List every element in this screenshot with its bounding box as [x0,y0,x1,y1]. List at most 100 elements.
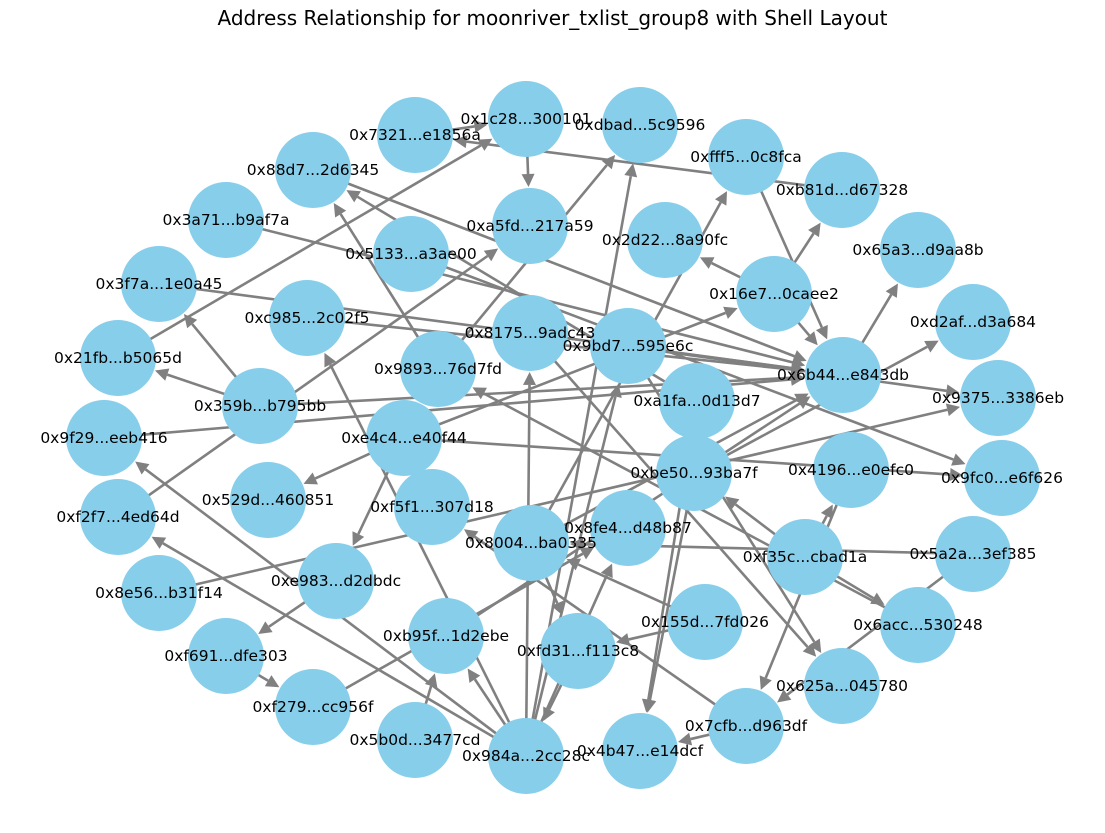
arrowhead [352,531,365,546]
node-label: 0xe983...d2dbdc [271,572,401,590]
node-label: 0xdbad...5c9596 [575,116,706,134]
node-label: 0xbe50...93ba7f [630,464,758,482]
edge-line [524,396,617,757]
arrowhead [677,732,693,746]
arrowhead [333,203,347,218]
graph-node [275,132,351,208]
node-label: 0x21fb...b5065d [54,349,182,367]
graph-node [590,308,666,384]
node-label: 0xd2af...d3a684 [910,313,1036,331]
graph-node [488,81,564,157]
graph-node [66,400,142,476]
graph-node [373,216,449,292]
node-label: 0x1c28...300101 [460,110,591,128]
arrowhead [543,706,555,722]
graph-node [408,598,484,674]
node-label: 0xb81d...d67328 [776,181,908,199]
node-label: 0x6acc...530248 [853,616,982,634]
graph-node [708,119,784,195]
node-label: 0x9bd7...595e6c [563,337,694,355]
graph-node [377,702,453,778]
arrowhead [151,536,167,549]
arrowhead [154,368,170,381]
node-label: 0x155d...7fd026 [641,613,769,631]
arrowhead [808,222,821,238]
graph-node [540,613,616,689]
graph-node [602,87,678,163]
arrowhead [303,472,319,485]
arrowhead [521,173,535,188]
node-label: 0x9893...76d7fd [374,360,502,378]
arrowhead [808,638,822,653]
edge [403,306,738,440]
node-label: 0xa5fd...217a59 [466,217,593,235]
edge-line [312,168,795,358]
graph-title: Address Relationship for moonriver_txlis… [217,6,888,30]
node-label: 0xf279...cc956f [253,698,374,716]
edge-line [403,311,727,440]
arrowhead [453,135,468,149]
graph-node [394,469,470,545]
edge [693,340,939,475]
arrowhead [870,592,885,605]
node-label: 0x4196...e0efc0 [788,461,914,479]
edge-line [329,363,528,757]
arrowhead [641,698,655,713]
graph-node [269,280,345,356]
node-label: 0x88d7...2d6345 [247,161,379,179]
edge [524,383,622,757]
arrowhead [924,340,939,353]
node-label: 0xf5f1...307d18 [370,498,494,516]
edge-line [117,254,489,519]
arrowhead [815,324,828,340]
arrowhead [885,283,898,298]
node-label: 0xfff5...0c8fca [690,148,802,166]
graph-node [656,435,732,511]
arrowhead [820,504,833,520]
graph-node [80,320,156,396]
node-label: 0x2d22...8a90fc [602,231,728,249]
edge [158,403,961,595]
arrowhead [725,496,740,510]
graph-node [275,669,351,745]
arrowhead [566,558,582,571]
graph-node [935,516,1011,592]
arrowhead [804,331,818,346]
graph-node [230,462,306,538]
arrowhead [609,383,622,399]
node-label: 0xfd31...f113c8 [517,642,639,660]
node-label: 0x9375...3386eb [932,389,1064,407]
node-label: 0x4b47...e14dcf [577,742,704,760]
arrowhead [715,191,728,206]
graph-node [188,618,264,694]
node-label: 0xc985...2c02f5 [244,309,369,327]
graph-node [627,202,703,278]
node-label: 0x529d...460851 [202,491,334,509]
graph-node [121,246,197,322]
arrowhead [258,621,273,635]
graph-node [298,543,374,619]
node-label: 0x7321...e1856a [349,126,481,144]
edge-line [117,144,482,360]
edge [312,168,807,363]
node-label: 0xf2f7...4ed64d [56,508,179,526]
graph-node [708,688,784,764]
arrowhead [790,372,805,386]
arrowhead [951,453,966,466]
arrowhead [463,529,479,543]
arrowhead [790,361,805,375]
graph-node [602,713,678,789]
graph-node [493,505,569,581]
node-label: 0xf691...dfe303 [164,647,287,665]
graph-node [222,368,298,444]
edge [436,155,616,370]
graph-node [964,440,1040,516]
graph-node [590,490,666,566]
arrowhead [472,387,487,400]
node-label: 0xb95f...1d2ebe [383,627,509,645]
node-label: 0x5133...a3ae00 [345,245,476,263]
graph-node [188,182,264,258]
arrowhead [949,468,964,482]
arrowhead [624,163,638,178]
graph-node [492,295,568,371]
